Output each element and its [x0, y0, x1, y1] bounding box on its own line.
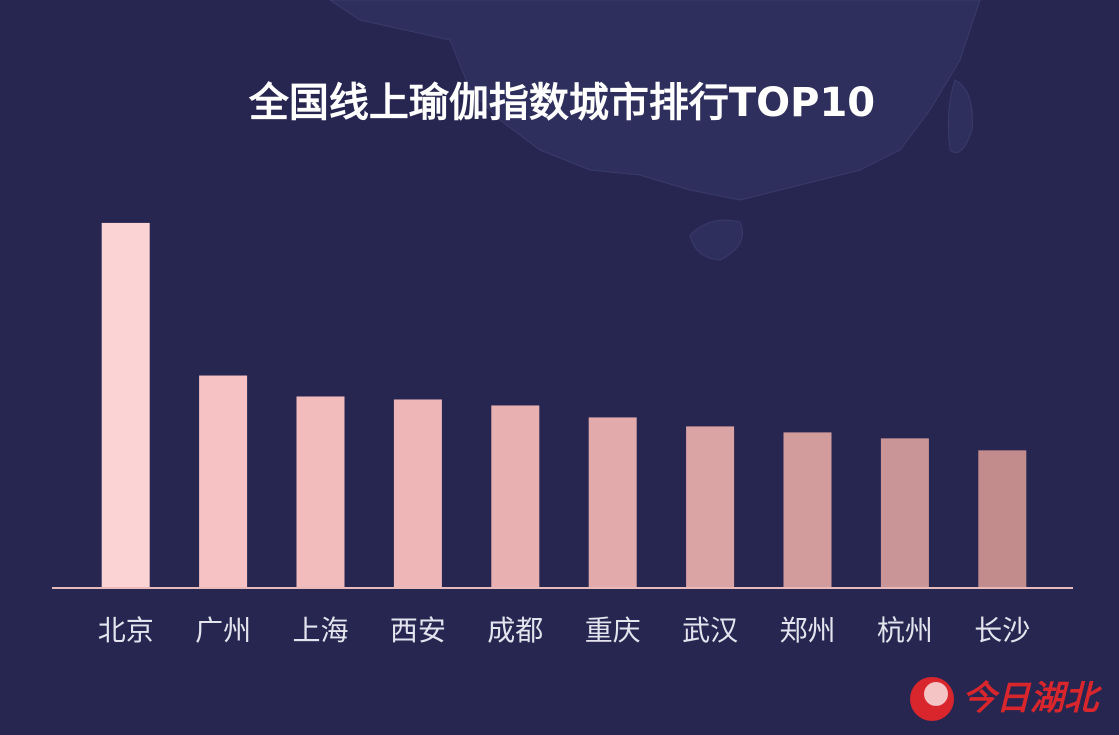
x-tick-label: 广州 — [195, 614, 251, 647]
watermark: 今日湖北 — [910, 677, 1103, 721]
bar — [880, 438, 929, 587]
bar — [101, 222, 150, 587]
bar — [686, 426, 735, 587]
x-tick-label: 重庆 — [585, 614, 641, 647]
x-tick-label: 长沙 — [974, 614, 1030, 647]
watermark-logo-inner — [924, 682, 948, 706]
background-map — [329, 0, 981, 261]
bar — [783, 432, 832, 587]
x-tick-label: 西安 — [390, 614, 446, 647]
bar — [491, 405, 540, 587]
bar — [588, 417, 637, 587]
chart-title: 全国线上瑜伽指数城市排行TOP10 — [248, 80, 875, 126]
x-tick-label: 郑州 — [779, 614, 835, 647]
bar — [199, 375, 248, 587]
x-tick-label: 北京 — [98, 614, 154, 647]
x-tick-label: 武汉 — [682, 614, 738, 647]
watermark-text: 今日湖北 — [962, 679, 1103, 719]
x-tick-label: 成都 — [487, 614, 543, 647]
x-tick-label: 杭州 — [877, 614, 933, 647]
x-tick-label: 上海 — [292, 614, 348, 647]
bar — [296, 396, 345, 587]
bar — [978, 450, 1027, 587]
bar — [393, 399, 442, 587]
